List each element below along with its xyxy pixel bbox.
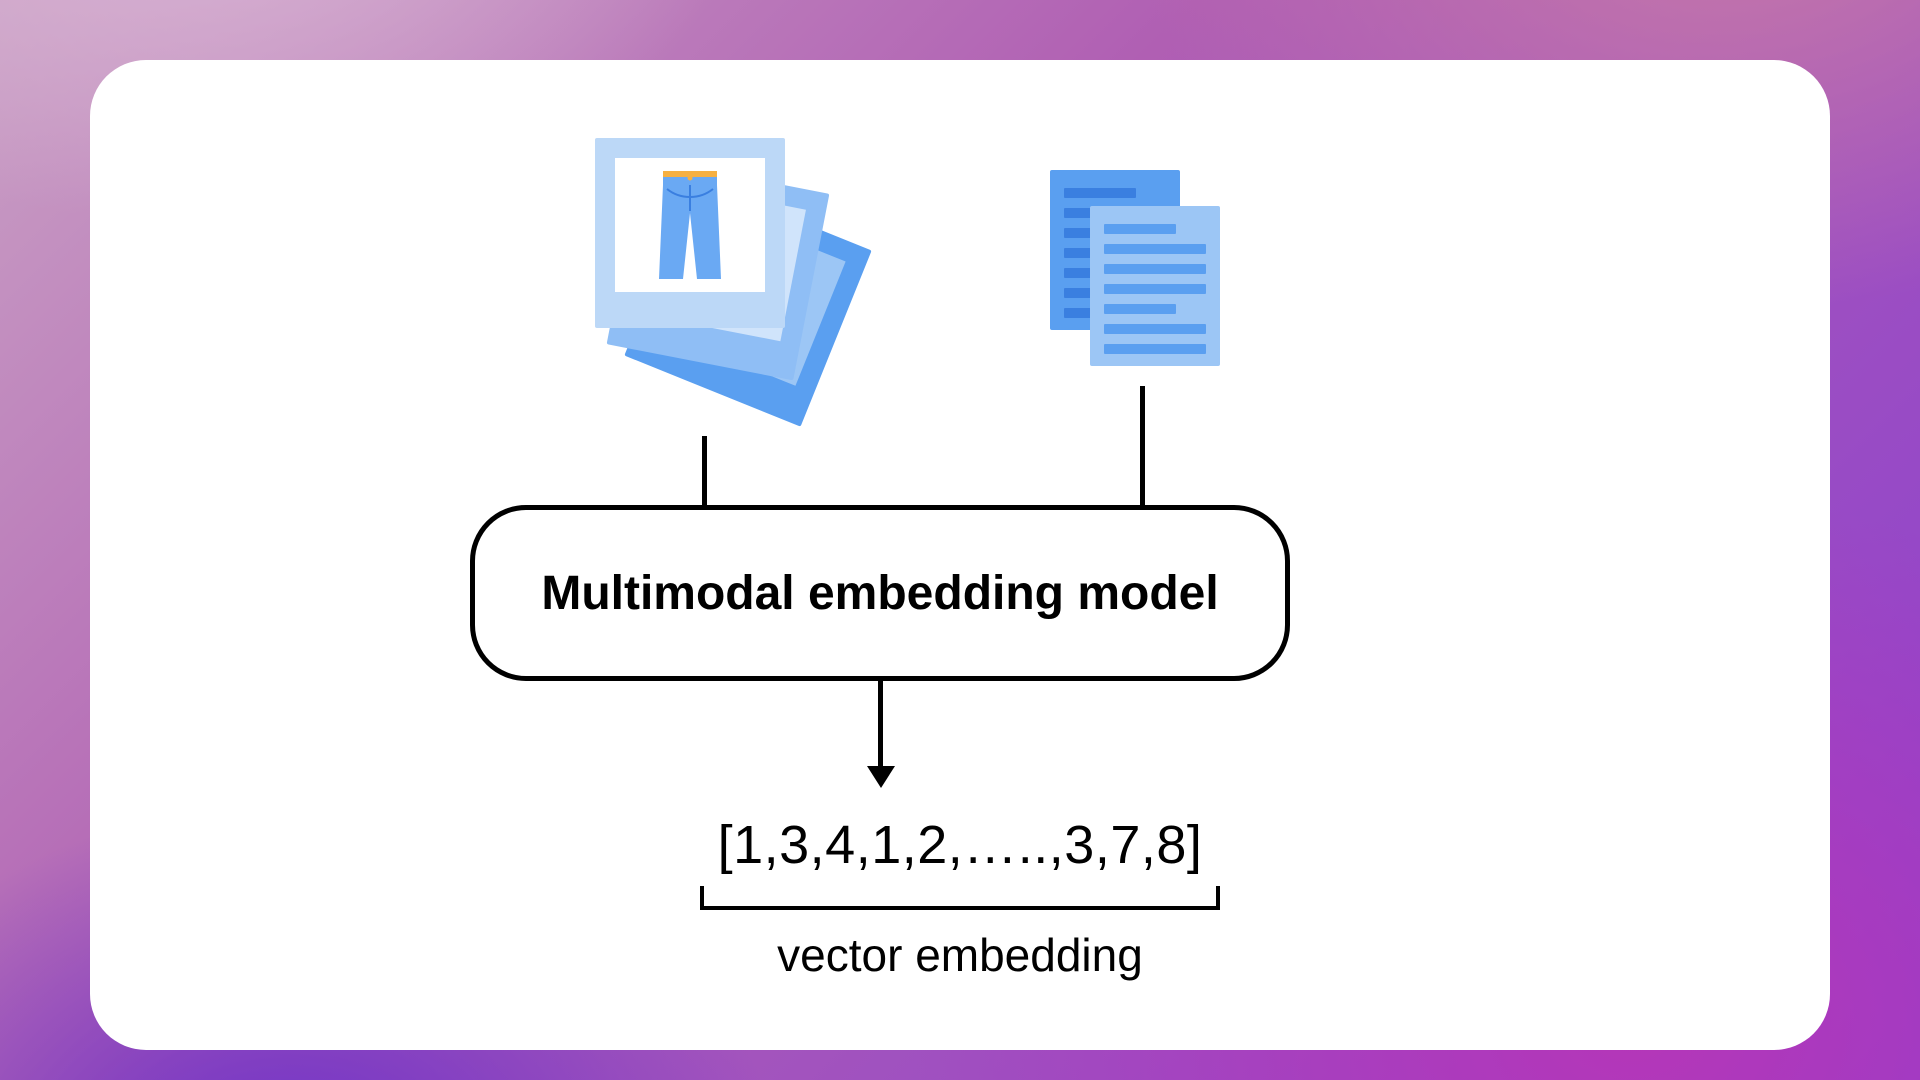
vector-output-text: [1,3,4,1,2,…..,3,7,8]: [90, 814, 1830, 876]
pants-icon: [645, 165, 735, 285]
arrow-model-to-vector: [878, 681, 883, 769]
gradient-background: Multimodal embedding model [1,3,4,1,2,….…: [0, 0, 1920, 1080]
input-document-stack: [1050, 170, 1250, 380]
vector-caption: vector embedding: [90, 928, 1830, 982]
vector-underbracket: [700, 886, 1220, 910]
arrow-model-to-vector-head: [867, 766, 895, 788]
content-card: Multimodal embedding model [1,3,4,1,2,….…: [90, 60, 1830, 1050]
arrow-docs-to-model: [1140, 386, 1145, 506]
model-box: Multimodal embedding model: [470, 505, 1290, 681]
diagram-stage: Multimodal embedding model [1,3,4,1,2,….…: [90, 60, 1830, 1050]
arrow-images-to-model: [702, 436, 707, 506]
input-image-stack: [575, 130, 875, 430]
model-box-label: Multimodal embedding model: [541, 566, 1218, 621]
photo-card-front: [595, 138, 785, 328]
document-front: [1090, 206, 1220, 366]
